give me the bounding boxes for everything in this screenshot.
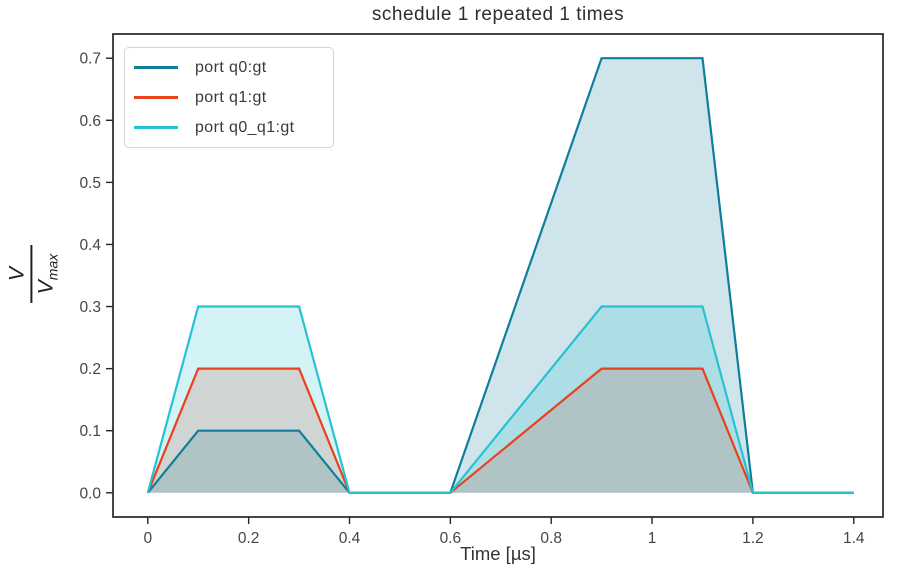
fraction-bar bbox=[30, 245, 33, 303]
svg-text:0.1: 0.1 bbox=[79, 423, 101, 440]
legend-item-port-q0-q1: port q0_q1:gt bbox=[134, 117, 321, 138]
legend-label-q0: port q0:gt bbox=[195, 58, 267, 76]
y-label-denominator-subscript: max bbox=[44, 253, 61, 281]
svg-text:1: 1 bbox=[648, 530, 657, 547]
y-label-numerator: V bbox=[5, 267, 29, 282]
svg-text:0.2: 0.2 bbox=[238, 530, 260, 547]
y-axis-label: V Vmax bbox=[5, 245, 61, 303]
legend-line-swatch-q1 bbox=[134, 96, 178, 99]
legend-line-swatch-q0-q1 bbox=[134, 126, 178, 129]
svg-text:0.5: 0.5 bbox=[79, 175, 101, 192]
svg-text:0.0: 0.0 bbox=[79, 485, 101, 502]
legend-line-swatch-q0 bbox=[134, 66, 178, 69]
svg-text:0: 0 bbox=[143, 530, 152, 547]
svg-text:0.6: 0.6 bbox=[79, 113, 101, 130]
y-label-denominator-base: V bbox=[34, 280, 58, 295]
svg-text:0.4: 0.4 bbox=[79, 237, 101, 254]
svg-text:1.2: 1.2 bbox=[742, 530, 764, 547]
chart-title: schedule 1 repeated 1 times bbox=[371, 4, 625, 25]
legend-label-q0-q1: port q0_q1:gt bbox=[195, 118, 295, 136]
legend-item-port-q1: port q1:gt bbox=[134, 87, 321, 108]
y-label-denominator: Vmax bbox=[34, 253, 61, 295]
svg-text:1.4: 1.4 bbox=[843, 530, 865, 547]
legend: port q0:gt port q1:gt port q0_q1:gt bbox=[124, 47, 334, 148]
svg-text:0.3: 0.3 bbox=[79, 299, 101, 316]
svg-text:0.2: 0.2 bbox=[79, 361, 101, 378]
legend-label-q1: port q1:gt bbox=[195, 88, 267, 106]
svg-text:0.4: 0.4 bbox=[339, 530, 361, 547]
svg-text:0.7: 0.7 bbox=[79, 51, 101, 68]
svg-text:0.8: 0.8 bbox=[540, 530, 562, 547]
svg-text:0.6: 0.6 bbox=[440, 530, 462, 547]
legend-item-port-q0: port q0:gt bbox=[134, 57, 321, 78]
x-axis-label: Time [µs] bbox=[460, 543, 536, 564]
